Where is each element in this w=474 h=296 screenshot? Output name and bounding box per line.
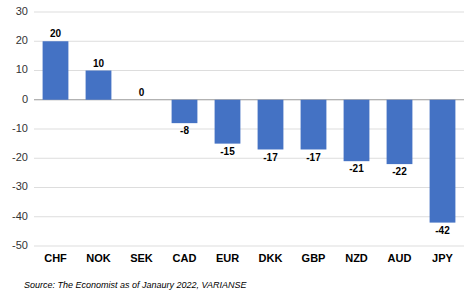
y-tick-label: 20	[16, 34, 28, 46]
bars	[43, 41, 456, 222]
data-label: -17	[306, 152, 321, 163]
background	[0, 0, 474, 296]
x-tick-label: CAD	[173, 252, 197, 264]
source-text: Source: The Economist as of Janaury 2022…	[24, 280, 248, 290]
x-tick-label: SEK	[130, 252, 153, 264]
data-label: 10	[93, 58, 105, 69]
y-tick-label: -10	[12, 122, 28, 134]
x-tick-label: EUR	[216, 252, 239, 264]
bar	[301, 100, 327, 150]
x-tick-label: GBP	[302, 252, 326, 264]
y-axis: -50 -40 -30 -20 -10 0 10 20 30	[12, 5, 28, 251]
grid-line	[34, 246, 464, 247]
grid-line	[34, 216, 464, 217]
y-tick-label: 30	[16, 5, 28, 17]
chart: -50 -40 -30 -20 -10 0 10 20 30 20 10 0 -8 -15 -17 -17 -2…	[0, 0, 474, 296]
data-label: -42	[435, 225, 450, 236]
bar	[43, 41, 69, 100]
data-label: -15	[220, 146, 235, 157]
grid-line	[34, 187, 464, 188]
y-tick-label: 0	[22, 93, 28, 105]
x-tick-label: NZD	[345, 252, 368, 264]
bar	[172, 100, 198, 123]
x-tick-label: JPY	[432, 252, 453, 264]
data-label: 20	[50, 28, 62, 39]
y-tick-label: -40	[12, 210, 28, 222]
bar	[258, 100, 284, 150]
y-tick-label: -50	[12, 239, 28, 251]
x-tick-label: NOK	[86, 252, 111, 264]
bar	[430, 100, 456, 223]
grid-line	[34, 41, 464, 42]
x-tick-label: DKK	[259, 252, 283, 264]
bar	[387, 100, 413, 164]
data-label: -21	[349, 163, 364, 174]
data-label: -22	[392, 166, 407, 177]
bar	[344, 100, 370, 161]
data-label: -17	[263, 152, 278, 163]
x-tick-label: CHF	[44, 252, 67, 264]
grid-line	[34, 12, 464, 13]
chart-container: -50 -40 -30 -20 -10 0 10 20 30 20 10 0 -8 -15 -17 -17 -2…	[0, 0, 474, 296]
x-axis: CHF NOK SEK CAD EUR DKK GBP NZD AUD JPY	[44, 252, 453, 264]
grid	[34, 12, 464, 246]
x-tick-label: AUD	[388, 252, 412, 264]
y-tick-label: -30	[12, 180, 28, 192]
data-labels: 20 10 0 -8 -15 -17 -17 -21 -22 -42	[50, 28, 450, 236]
bar	[129, 99, 155, 100]
y-tick-label: 10	[16, 63, 28, 75]
bar	[86, 71, 112, 100]
bar	[215, 100, 241, 144]
data-label: 0	[139, 87, 145, 98]
y-tick-label: -20	[12, 151, 28, 163]
data-label: -8	[180, 125, 189, 136]
